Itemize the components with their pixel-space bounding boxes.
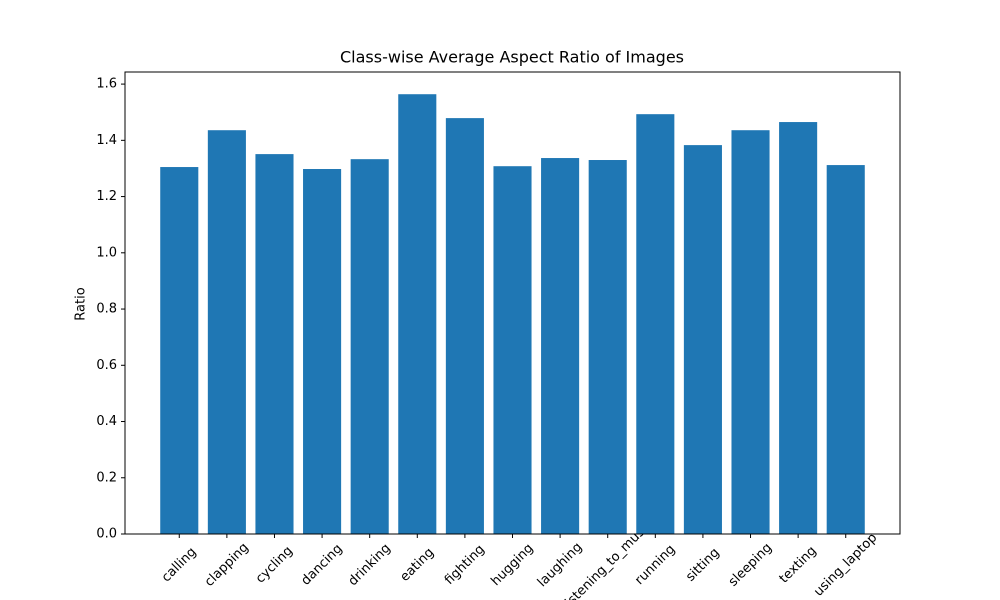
x-tick-label: running [632, 542, 678, 588]
bar [683, 145, 722, 534]
x-tick-label: eating [397, 545, 437, 585]
x-tick-label: calling [159, 545, 200, 586]
x-tick-label: cycling [253, 544, 296, 587]
x-tick-label: dancing [298, 541, 345, 588]
x-tick-label: laughing [535, 540, 586, 591]
x-tick-label: texting [777, 544, 820, 587]
y-tick-label: 1.6 [96, 77, 117, 92]
bar [303, 169, 342, 534]
bar [350, 159, 389, 535]
x-tick-label: sitting [683, 545, 722, 584]
bar [207, 130, 246, 534]
bar [493, 166, 532, 534]
x-tick-label: drinking [346, 541, 394, 589]
plot-frame [124, 71, 901, 535]
y-tick-label: 1.4 [96, 133, 117, 148]
chart-title: Class-wise Average Aspect Ratio of Image… [340, 48, 684, 67]
bar [731, 130, 770, 534]
y-tick-label: 1.2 [96, 189, 117, 204]
y-tick-label: 0.8 [96, 302, 117, 317]
x-tick-label: clapping [202, 540, 252, 590]
x-tick-label: fighting [442, 542, 488, 588]
bar [779, 122, 818, 535]
y-tick-label: 0.2 [96, 470, 117, 485]
bar [255, 154, 294, 534]
bar [160, 167, 199, 534]
y-tick-label: 1.0 [96, 245, 117, 260]
bar [588, 160, 627, 534]
y-tick-label: 0.6 [96, 358, 117, 373]
bar [445, 118, 484, 535]
bar [398, 94, 437, 535]
bar [826, 165, 865, 534]
y-axis-label: Ratio [74, 287, 89, 320]
x-tick-label: using_laptop [811, 530, 880, 599]
bar [541, 158, 580, 534]
bar [636, 114, 675, 534]
y-tick-label: 0.0 [96, 527, 117, 542]
x-tick-label: hugging [488, 541, 536, 589]
y-tick-label: 0.4 [96, 414, 117, 429]
x-tick-label: sleeping [726, 540, 775, 589]
